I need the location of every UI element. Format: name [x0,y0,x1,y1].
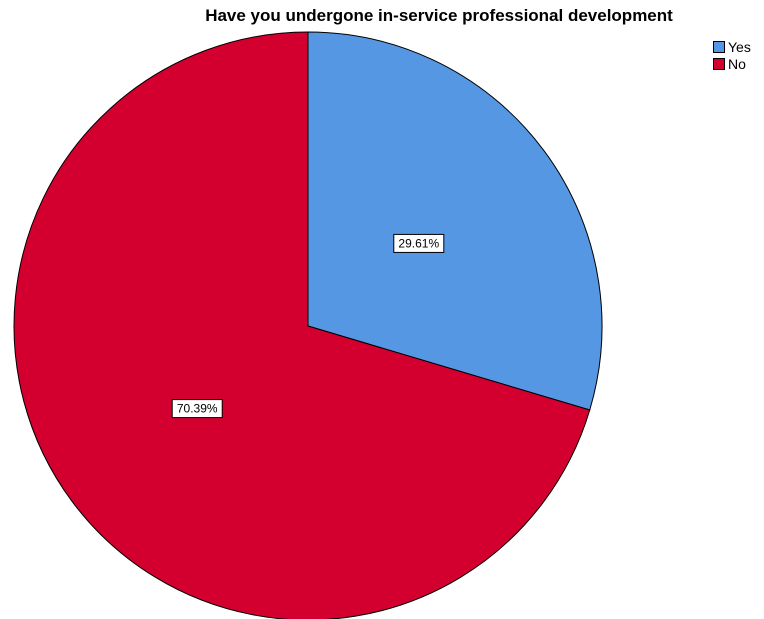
slice-label-yes: 29.61% [393,233,445,253]
legend-swatch-no [713,57,725,70]
slice-label-no: 70.39% [171,399,223,419]
legend-label-yes: Yes [728,38,751,55]
slice-label-box [171,399,223,419]
legend: Yes No [713,38,751,72]
pie-slice-yes [307,31,603,411]
pie-slice-labels: 29.61% 70.39% [171,233,445,419]
slice-label-text: 70.39% [177,402,218,416]
pie-slice-no [13,31,591,619]
legend-item-yes: Yes [713,38,751,55]
legend-item-no: No [713,55,751,72]
chart-title: Have you undergone in-service profession… [205,6,673,25]
pie-slices [13,31,603,619]
legend-label-no: No [728,55,746,72]
slice-label-box [393,233,445,253]
legend-swatch-yes [713,40,725,53]
slice-label-text: 29.61% [398,236,439,250]
